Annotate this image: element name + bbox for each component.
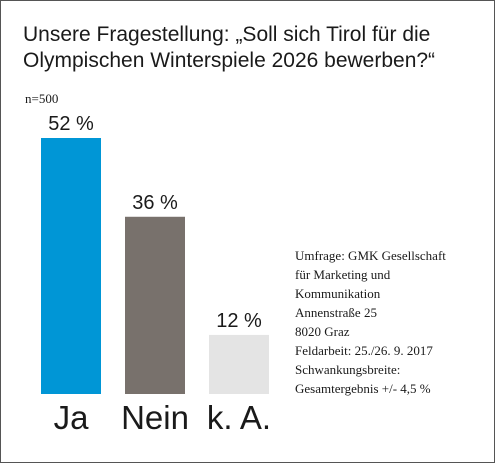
chart-title-line-1: Unsere Fragestellung: „Soll sich Tirol f… [23,23,431,46]
category-label: Ja [54,399,90,436]
bar-0 [41,138,101,394]
source-line: Umfrage: GMK Gesellschaft [295,248,446,263]
category-label: Nein [121,399,189,436]
source-line: Feldarbeit: 25./26. 9. 2017 [295,343,433,358]
source-line: Annenstraße 25 [295,305,377,320]
bar-1 [125,216,185,394]
source-line: Gesamtergebnis +/- 4,5 % [295,381,431,396]
bar-value-label: 12 % [216,310,262,332]
bar-2 [209,334,269,394]
category-label: k. A. [207,399,271,436]
bar-value-label: 52 % [48,113,94,135]
source-line: Schwankungsbreite: [295,362,401,377]
source-line: für Marketing und [295,267,391,282]
source-line: Kommunikation [295,286,381,301]
chart-title-line-2: Olympischen Winterspiele 2026 bewerben?“ [23,49,436,72]
sample-size: n=500 [25,91,59,106]
bar-value-label: 36 % [132,192,178,214]
source-line: 8020 Graz [295,324,350,339]
